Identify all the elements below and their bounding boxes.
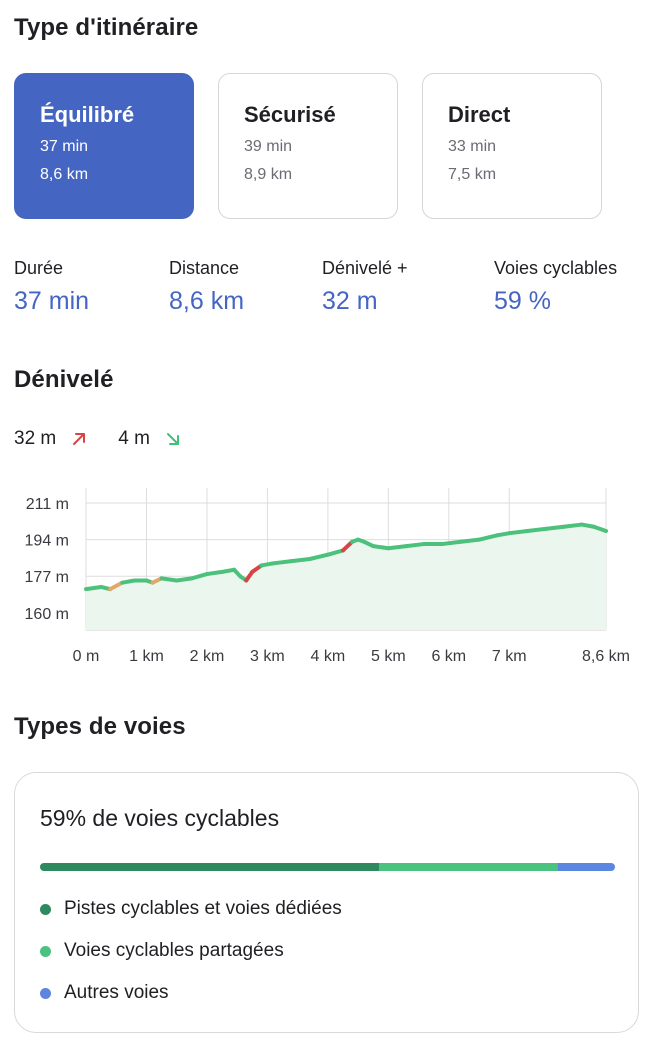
x-tick-label: 7 km xyxy=(492,648,527,665)
x-tick-label: 1 km xyxy=(129,648,164,665)
road-bar-segment xyxy=(40,863,380,871)
x-tick-label: 5 km xyxy=(371,648,406,665)
elevation-line-segment xyxy=(307,552,330,561)
stat-duration: Durée 37 min xyxy=(14,258,89,316)
elevation-line-segment xyxy=(325,548,345,557)
legend-item-shared: Voies cyclables partagées xyxy=(40,940,284,962)
elevation-line-segment xyxy=(495,531,512,538)
elevation-line-segment xyxy=(84,584,104,592)
route-option-securise[interactable]: Sécurisé 39 min 8,9 km xyxy=(218,73,398,219)
stat-value: 59 % xyxy=(494,287,551,315)
elevation-area xyxy=(86,524,606,630)
y-tick-label: 160 m xyxy=(25,606,69,623)
road-types-summary: 59% de voies cyclables xyxy=(40,805,280,831)
stat-label: Distance xyxy=(169,258,240,278)
elevation-line-segment xyxy=(271,559,294,566)
elevation-line-segment xyxy=(259,561,276,568)
stat-elevation-gain: Dénivelé + 32 m xyxy=(322,258,408,316)
elevation-line-segment xyxy=(108,580,125,592)
elevation-line-segment xyxy=(159,576,179,583)
elevation-line-segment xyxy=(525,526,548,534)
stat-value: 8,6 km xyxy=(169,287,245,315)
x-tick-label: 0 m xyxy=(73,648,100,665)
legend-dot xyxy=(40,987,51,999)
legend-label: Pistes cyclables et voies dédiées xyxy=(64,898,342,919)
elevation-line-segment xyxy=(561,522,584,529)
x-tick-label: 2 km xyxy=(190,648,225,665)
y-tick-label: 211 m xyxy=(26,496,69,513)
route-option-name: Sécurisé xyxy=(244,102,336,127)
route-type-options: Équilibré 37 min 8,6 km Sécurisé 39 min … xyxy=(14,73,604,219)
legend-dot xyxy=(40,903,51,915)
elevation-line-segment xyxy=(174,576,194,583)
route-option-duration: 33 min xyxy=(448,138,497,155)
legend-item-other: Autres voies xyxy=(40,982,169,1004)
route-option-name: Équilibré xyxy=(40,102,135,127)
elevation-loss-value: 4 m xyxy=(118,428,150,449)
elevation-line-segment xyxy=(220,567,237,574)
legend-label: Autres voies xyxy=(64,982,169,1003)
elevation-line-segment xyxy=(507,529,530,536)
road-bar-segment xyxy=(557,863,615,871)
elevation-line-segment xyxy=(579,522,596,529)
elevation-line-segment xyxy=(120,578,137,585)
route-option-distance: 8,6 km xyxy=(40,166,89,183)
arrow-down-right-icon xyxy=(166,433,179,445)
road-types-title: Types de voies xyxy=(14,713,186,740)
y-tick-label: 177 m xyxy=(25,569,69,586)
x-tick-label: 3 km xyxy=(250,648,285,665)
road-bar-segment xyxy=(379,863,558,871)
elevation-line-segment xyxy=(477,533,500,542)
route-option-name: Direct xyxy=(448,102,511,127)
route-option-direct[interactable]: Direct 33 min 7,5 km xyxy=(422,73,602,219)
x-tick-label: 8,6 km xyxy=(582,648,630,665)
road-types-card: 59% de voies cyclables Pistes cyclables … xyxy=(14,772,639,1033)
stat-distance: Distance 8,6 km xyxy=(169,258,244,316)
stat-value: 32 m xyxy=(322,287,378,315)
legend-item-dedicated: Pistes cyclables et voies dédiées xyxy=(40,898,342,920)
road-types-bar xyxy=(40,863,615,871)
legend-dot xyxy=(40,945,51,957)
route-option-duration: 39 min xyxy=(244,138,293,155)
legend-label: Voies cyclables partagées xyxy=(64,940,284,961)
stat-value: 37 min xyxy=(14,287,90,315)
elevation-line-segment xyxy=(543,524,566,531)
elevation-line-segment xyxy=(289,557,312,564)
elevation-gain-value: 32 m xyxy=(14,428,57,449)
stat-bike-lanes: Voies cyclables 59 % xyxy=(494,258,617,316)
route-type-title: Type d'itinéraire xyxy=(14,14,199,41)
elevation-line-segment xyxy=(204,569,225,577)
stat-label: Voies cyclables xyxy=(494,258,618,278)
x-tick-label: 4 km xyxy=(311,648,346,665)
stat-label: Durée xyxy=(14,258,64,278)
elevation-line-segment xyxy=(591,524,608,534)
elevation-line-segment xyxy=(371,544,391,551)
route-stats: Durée 37 min Distance 8,6 km Dénivelé + … xyxy=(0,258,663,328)
route-option-distance: 8,9 km xyxy=(244,166,293,183)
elevation-line-segment xyxy=(440,539,463,546)
elevation-line-segment xyxy=(189,572,209,581)
elevation-chart: 160 m 177 m 194 m 211 m 0 m 1 km 2 km 3 km 4 km… xyxy=(25,488,630,665)
route-option-distance: 7,5 km xyxy=(448,166,497,183)
route-option-duration: 37 min xyxy=(40,138,89,155)
elevation-line-segment xyxy=(340,539,355,553)
elevation-line-segment xyxy=(404,541,427,549)
arrow-up-right-icon xyxy=(73,433,86,445)
elevation-line-segment xyxy=(458,537,482,544)
elevation-summary: 32 m 4 m xyxy=(14,428,182,450)
elevation-line-segment xyxy=(386,544,409,551)
route-option-equilibre[interactable]: Équilibré 37 min 8,6 km xyxy=(14,73,194,219)
stat-label: Dénivelé + xyxy=(322,258,408,278)
x-tick-label: 6 km xyxy=(431,648,466,665)
elevation-title: Dénivelé xyxy=(14,366,114,393)
y-tick-label: 194 m xyxy=(25,533,69,550)
